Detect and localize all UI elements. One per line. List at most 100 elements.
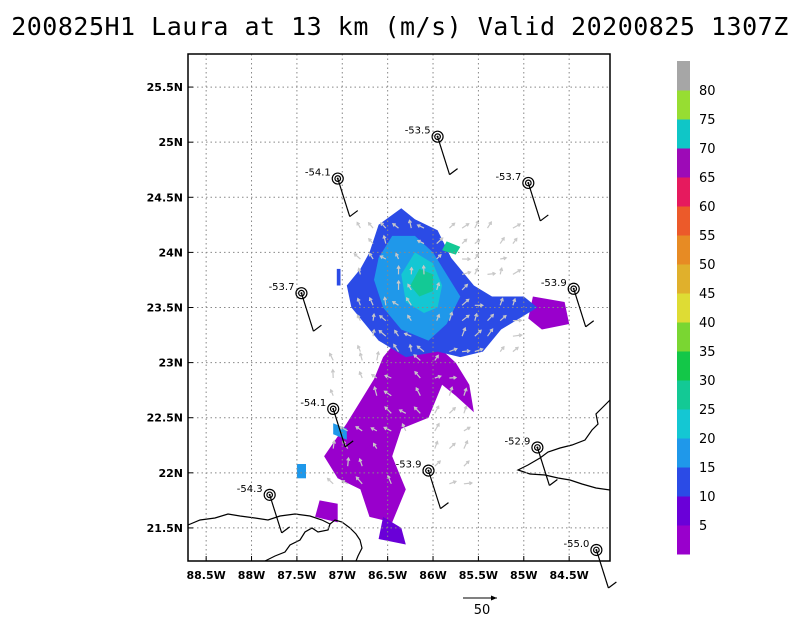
dropsonde-outer-ring bbox=[531, 441, 544, 454]
wind-vector-head bbox=[401, 423, 406, 428]
wind-vector-head bbox=[368, 252, 373, 257]
lon-tick-label: 86W bbox=[419, 569, 446, 582]
wind-barb-staff bbox=[300, 292, 315, 332]
dropsonde-outer-ring bbox=[590, 543, 603, 557]
colorbar-swatch bbox=[677, 293, 690, 323]
coastline bbox=[187, 399, 611, 562]
wind-vector bbox=[414, 371, 421, 379]
wind-vector-head bbox=[436, 422, 440, 427]
wind-vector-head bbox=[517, 223, 522, 227]
wind-vector-head bbox=[356, 314, 361, 319]
wind-vector bbox=[512, 223, 521, 229]
wind-vector bbox=[487, 272, 496, 275]
wind-vector-head bbox=[413, 354, 418, 358]
wind-barb-staff bbox=[595, 549, 609, 589]
wind-vector-head bbox=[499, 267, 504, 272]
wind-vector-head bbox=[415, 386, 420, 392]
wind-vector bbox=[327, 478, 334, 485]
colorbar-label: 5 bbox=[699, 519, 707, 534]
wind-vector bbox=[512, 269, 521, 275]
wind-vector-head bbox=[414, 370, 419, 375]
lat-tick-label: 22.5N bbox=[147, 412, 183, 425]
dropsonde-inner-ring bbox=[533, 444, 541, 451]
wind-barb-staff bbox=[436, 136, 451, 175]
wind-vector-head bbox=[501, 236, 505, 241]
wind-vector-head bbox=[391, 222, 396, 227]
wind-vector-head bbox=[416, 224, 421, 228]
wind-vector-head bbox=[435, 405, 440, 410]
wind-speed-region bbox=[315, 500, 338, 523]
wind-vector bbox=[417, 345, 425, 353]
wind-vector-head bbox=[489, 328, 494, 333]
wind-vector-head bbox=[407, 314, 411, 319]
wind-speed-region bbox=[528, 296, 570, 330]
wind-vector bbox=[339, 426, 348, 432]
wind-vectors bbox=[326, 219, 523, 486]
wind-vector-head bbox=[339, 426, 344, 430]
wind-vector bbox=[448, 387, 453, 396]
wind-vector-head bbox=[518, 318, 523, 323]
wind-vector bbox=[436, 237, 444, 245]
wind-vector bbox=[401, 423, 407, 432]
wind-speed-region bbox=[336, 268, 341, 286]
wind-vector bbox=[448, 312, 453, 321]
wind-vector bbox=[448, 442, 456, 450]
colorbar-swatch bbox=[677, 264, 690, 294]
colorbar-swatch bbox=[677, 467, 690, 497]
wind-vector bbox=[383, 426, 392, 432]
yucatan-coast bbox=[187, 513, 331, 562]
wind-vector bbox=[461, 298, 470, 306]
wind-barb-staff bbox=[269, 494, 283, 534]
dropsonde-outer-ring bbox=[567, 282, 580, 295]
wind-vector-head bbox=[409, 266, 414, 271]
wind-vector-head bbox=[380, 221, 384, 226]
wind-vector-head bbox=[466, 348, 471, 354]
dropsonde-value-label: -55.0 bbox=[564, 539, 590, 550]
wind-vector-head bbox=[463, 387, 468, 392]
wind-vector-head bbox=[490, 313, 495, 318]
wind-vector-head bbox=[383, 390, 388, 395]
dropsonde-outer-ring bbox=[431, 130, 444, 143]
colorbar-label: 15 bbox=[699, 461, 716, 476]
wind-vector-head bbox=[463, 405, 468, 410]
wind-vector bbox=[413, 354, 421, 361]
wind-vector-head bbox=[367, 221, 372, 226]
wind-vector-head bbox=[395, 252, 399, 257]
dropsonde: -53.9 bbox=[396, 460, 449, 510]
wind-vector-head bbox=[434, 440, 439, 445]
lat-tick-label: 25.5N bbox=[147, 81, 183, 94]
wind-vector bbox=[449, 348, 458, 353]
dropsonde: -54.1 bbox=[305, 168, 359, 218]
wind-vector-head bbox=[408, 343, 413, 348]
wind-vector-head bbox=[449, 386, 454, 391]
dropsonde-outer-ring bbox=[263, 488, 276, 501]
dropsonde-inner-ring bbox=[434, 133, 441, 141]
wind-vector bbox=[404, 332, 412, 337]
wind-vector bbox=[461, 327, 466, 337]
wind-vector bbox=[487, 314, 494, 322]
wind-vector-head bbox=[449, 311, 454, 316]
wind-speed-region bbox=[442, 241, 461, 255]
wind-vector bbox=[414, 406, 421, 414]
wind-vector-head bbox=[488, 220, 492, 226]
wind-vector-head bbox=[437, 460, 442, 465]
reference-vector: 50 bbox=[463, 595, 497, 618]
wind-vector bbox=[462, 350, 470, 353]
dropsonde-value-label: -53.9 bbox=[541, 278, 567, 289]
wind-vector bbox=[512, 334, 522, 337]
wind-vector bbox=[329, 353, 334, 361]
wind-vector-head bbox=[466, 426, 471, 431]
map-grid bbox=[188, 54, 610, 561]
wind-barb-staff bbox=[536, 447, 550, 486]
wind-vector-head bbox=[358, 370, 363, 375]
wind-vector-head bbox=[413, 406, 418, 411]
lat-tick-label: 23N bbox=[158, 357, 183, 370]
colorbar-swatch bbox=[677, 409, 690, 439]
wind-vector-head bbox=[341, 480, 346, 484]
wind-vector bbox=[347, 457, 350, 467]
wind-vector-head bbox=[356, 297, 361, 302]
wind-vector-head bbox=[356, 221, 361, 226]
wind-vector-head bbox=[373, 385, 378, 391]
colorbar-swatch bbox=[677, 177, 690, 207]
